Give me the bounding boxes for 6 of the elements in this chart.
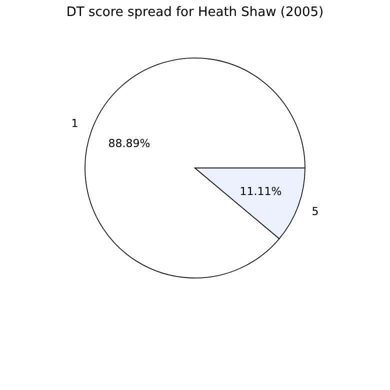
chart-title: DT score spread for Heath Shaw (2005) — [66, 5, 324, 20]
slice-label: 1 — [71, 117, 78, 130]
data-label: 11.11% — [240, 184, 282, 198]
pie-slice — [84, 58, 306, 278]
data-label: 88.89% — [108, 137, 150, 150]
slice-label: 5 — [312, 204, 319, 218]
